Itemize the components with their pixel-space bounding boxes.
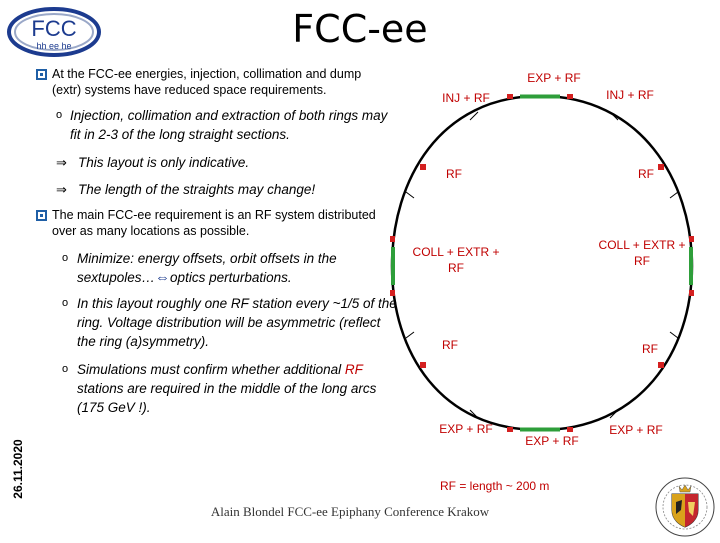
label-inj-rf-right: INJ + RF: [606, 88, 654, 102]
circle-bullet-icon: o: [62, 252, 69, 264]
sub1-arrow2-text: The length of the straights may change!: [78, 182, 316, 197]
university-crest-logo: [652, 476, 718, 538]
ring-tick: [405, 331, 415, 339]
sub2-point3-a: Simulations must confirm whether additio…: [77, 362, 342, 377]
ring-tick: [669, 191, 679, 199]
label-exp-rf-top: EXP + RF: [527, 71, 581, 85]
circle-bullet-icon: o: [56, 109, 63, 121]
slide-title: FCC-ee: [292, 7, 428, 51]
implies-arrow-icon: ⇒: [56, 155, 67, 170]
rf-marker-right-2: [689, 290, 694, 296]
sub2-point3-rf: RF: [344, 362, 363, 377]
sub2-point3: Simulations must confirm whether additio…: [77, 360, 382, 417]
label-exp-rf-bottom-mid: EXP + RF: [525, 434, 579, 448]
logo-main-text: FCC: [31, 16, 76, 41]
rf-length-note: RF = length ~ 200 m: [440, 479, 550, 493]
sub2-point1-b: optics perturbations.: [170, 270, 292, 285]
bullet-2-text: The main FCC-ee requirement is an RF sys…: [52, 208, 376, 238]
label-coll-left-line1: COLL + EXTR +: [412, 245, 500, 259]
rf-marker-bottom-1: [507, 427, 513, 432]
label-coll-left-line2: RF: [448, 261, 464, 275]
rf-marker-right-1: [689, 236, 694, 242]
ring-tick: [469, 111, 479, 121]
rf-marker-bottom-2: [567, 427, 573, 432]
logo-sub-text: hh ee he: [36, 41, 71, 51]
label-rf-right-lower: RF: [642, 342, 658, 356]
rf-marker-top-2: [567, 94, 573, 99]
ring-tick: [609, 111, 619, 121]
circle-bullet-icon: o: [62, 363, 69, 375]
label-coll-right-line1: COLL + EXTR +: [598, 238, 686, 252]
rf-marker-left-1: [390, 236, 395, 242]
slide-footer: Alain Blondel FCC-ee Epiphany Conference…: [210, 504, 490, 519]
sub1-arrow1-text: This layout is only indicative.: [78, 155, 250, 170]
label-rf-right-upper: RF: [638, 167, 654, 181]
label-exp-rf-bottom-right: EXP + RF: [609, 423, 663, 437]
sub2-point1: Minimize: energy offsets, orbit offsets …: [77, 249, 387, 287]
label-rf-left-lower: RF: [442, 338, 458, 352]
sub2-point3-b: stations are required in the middle of t…: [77, 381, 377, 415]
rf-marker-upper-left: [420, 164, 426, 170]
rf-marker-top-1: [507, 94, 513, 99]
rf-marker-lower-left: [420, 362, 426, 368]
rf-marker-lower-right: [658, 362, 664, 368]
square-bullet-icon: [36, 69, 47, 80]
square-bullet-icon: [36, 210, 47, 221]
ring-tick: [469, 409, 479, 419]
sub2-point1-a: Minimize: energy offsets, orbit offsets …: [77, 251, 337, 285]
label-exp-rf-bottom-left: EXP + RF: [439, 422, 493, 436]
label-coll-right-line2: RF: [634, 254, 650, 268]
label-inj-rf-left: INJ + RF: [442, 91, 490, 105]
double-arrow-icon: ⇔: [155, 269, 171, 286]
ring-tick: [405, 191, 415, 199]
rf-marker-upper-right: [658, 164, 664, 170]
sub1-point-text: Injection, collimation and extraction of…: [70, 108, 388, 142]
bullet-1-text: At the FCC-ee energies, injection, colli…: [52, 67, 362, 97]
sub2-point2-text: In this layout roughly one RF station ev…: [77, 296, 397, 349]
rf-marker-left-2: [390, 290, 395, 296]
circle-bullet-icon: o: [62, 297, 69, 309]
ring-tick: [609, 409, 619, 419]
ring-tick: [669, 331, 679, 339]
slide-date: 26.11.2020: [11, 439, 25, 499]
label-rf-left-upper: RF: [446, 167, 462, 181]
implies-arrow-icon: ⇒: [56, 182, 67, 197]
fcc-logo: FCC hh ee he: [6, 6, 102, 58]
